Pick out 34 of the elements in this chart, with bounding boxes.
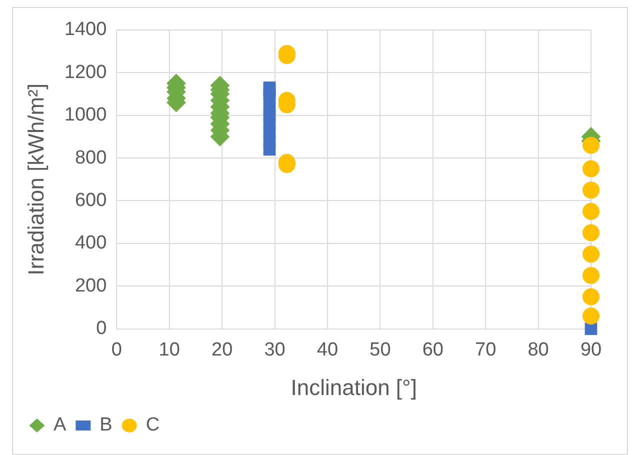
- point: [582, 246, 600, 263]
- y-tick-label: 400: [74, 232, 107, 254]
- y-tick-label: 200: [74, 275, 107, 296]
- x-tick-label: 70: [475, 339, 496, 360]
- y-tick-label: 800: [74, 147, 107, 168]
- x-tick-label: 90: [580, 339, 602, 360]
- point: [582, 160, 600, 178]
- point: [584, 322, 598, 335]
- point: [263, 81, 276, 94]
- x-tick-label: 30: [264, 339, 286, 360]
- x-tick-label: 40: [316, 339, 338, 360]
- y-tick-label: 1000: [64, 104, 107, 126]
- point: [582, 307, 600, 324]
- legend-label: A: [54, 414, 66, 436]
- legend-label: C: [146, 414, 160, 436]
- y-tick-label: 1200: [64, 62, 107, 83]
- y-tick-label: 600: [74, 190, 107, 211]
- x-tick-label: 0: [111, 339, 122, 360]
- x-tick-label: 10: [158, 339, 180, 360]
- point: [582, 202, 600, 220]
- y-axis-title: Irradiation [kWh/m²]: [23, 83, 48, 276]
- y-tick-label: 1400: [64, 19, 107, 40]
- x-tick-label: 50: [370, 339, 391, 360]
- point: [582, 136, 600, 154]
- x-tick-label: 80: [528, 339, 549, 360]
- point: [582, 182, 600, 199]
- y-tick-label: 0: [96, 318, 107, 340]
- point: [582, 266, 600, 284]
- legend-label: B: [100, 414, 112, 436]
- point: [582, 224, 600, 242]
- x-tick-label: 20: [212, 339, 233, 360]
- x-tick-label: 60: [422, 339, 444, 360]
- point: [582, 288, 600, 306]
- x-axis-title: Inclination [°]: [290, 374, 417, 400]
